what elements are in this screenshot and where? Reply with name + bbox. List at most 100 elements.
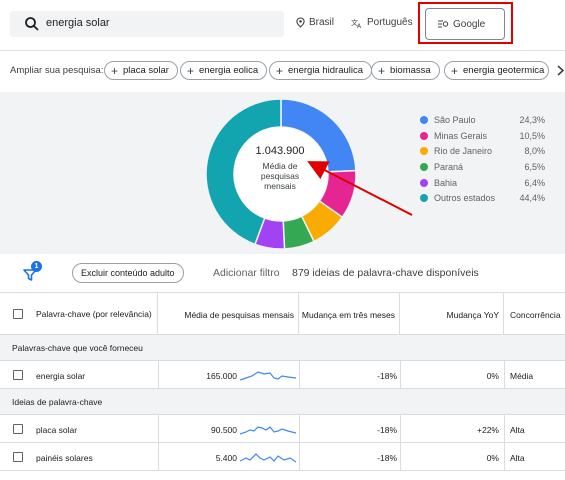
col-keyword[interactable]: Palavra-chave (por relevância) <box>0 293 158 336</box>
row-checkbox[interactable] <box>13 452 23 462</box>
search-icon <box>25 17 39 31</box>
three-month-cell: -18% <box>377 425 397 435</box>
col-yoy-change[interactable]: Mudança YoY <box>400 293 504 336</box>
legend-swatch <box>420 147 428 156</box>
yoy-cell: +22% <box>477 425 499 435</box>
location-selector[interactable]: Brasil <box>296 17 334 28</box>
legend-item: Paraná 6,5% <box>420 161 565 177</box>
plus-icon: + <box>378 63 386 78</box>
divider <box>0 50 565 51</box>
legend-item: São Paulo 24,3% <box>420 114 565 130</box>
header-label: Mudança YoY <box>446 309 499 320</box>
legend-swatch <box>420 194 428 203</box>
col-avg-searches[interactable]: Média de pesquisas mensais <box>158 293 299 336</box>
three-month-cell: -18% <box>377 371 397 381</box>
trend-sparkline <box>240 371 296 381</box>
competition-cell: Média <box>510 371 534 381</box>
chip-label: energia geotermica <box>463 65 545 76</box>
language-selector[interactable]: 文 A Português <box>351 17 413 28</box>
broaden-chip[interactable]: + energia geotermica <box>444 61 550 80</box>
trend-sparkline <box>240 453 296 463</box>
legend-value: 44,4% <box>519 193 545 204</box>
yoy-cell: 0% <box>486 453 499 463</box>
broaden-chip[interactable]: + energia eolica <box>180 61 268 80</box>
chevron-right-icon[interactable] <box>557 65 564 76</box>
legend-item: Bahia 6,4% <box>420 177 565 193</box>
network-label: Google <box>453 18 486 30</box>
table-row[interactable]: energia solar 165.000 -18% 0% Média <box>0 361 565 389</box>
location-label: Brasil <box>309 17 335 28</box>
legend-label: Rio de Janeiro <box>434 146 493 157</box>
section-label: Ideias de palavra-chave <box>12 397 103 407</box>
network-selector[interactable]: Google <box>425 8 505 40</box>
legend-value: 10,5% <box>519 130 545 141</box>
plus-icon: + <box>276 63 284 78</box>
keyword-cell: placa solar <box>36 425 78 435</box>
search-network-icon <box>438 20 449 28</box>
chart-legend: São Paulo 24,3% Minas Gerais 10,5% Rio d… <box>420 114 565 208</box>
chip-label: Excluir conteúdo adulto <box>81 268 175 278</box>
add-filter-button[interactable]: Adicionar filtro <box>213 267 280 279</box>
svg-text:文: 文 <box>351 18 358 27</box>
row-checkbox[interactable] <box>13 370 23 380</box>
table-row[interactable]: placa solar 90.500 -18% +22% Alta <box>0 415 565 443</box>
broaden-chip[interactable]: + biomassa <box>371 61 440 80</box>
language-label: Português <box>367 17 413 28</box>
section-label: Palavras-chave que você forneceu <box>12 343 143 353</box>
header-label: Média de pesquisas mensais <box>184 309 294 320</box>
section-provided: Palavras-chave que você forneceu <box>0 335 565 361</box>
translate-icon: 文 A <box>351 18 362 28</box>
row-checkbox[interactable] <box>13 424 23 434</box>
col-three-month-change[interactable]: Mudança em três meses <box>299 293 400 336</box>
svg-text:A: A <box>357 23 362 28</box>
header-label: Concorrência <box>510 309 561 320</box>
legend-value: 6,4% <box>524 177 545 188</box>
plus-icon: + <box>451 63 459 78</box>
legend-value: 24,3% <box>519 115 545 125</box>
exclude-adult-filter-chip[interactable]: Excluir conteúdo adulto <box>72 263 184 283</box>
competition-cell: Alta <box>510 425 525 435</box>
header-label: Mudança em três meses <box>301 309 395 320</box>
legend-value: 8,0% <box>524 146 545 157</box>
avg-cell: 165.000 <box>206 371 237 381</box>
search-input[interactable]: energia solar <box>10 11 284 37</box>
legend-label: Minas Gerais <box>434 130 488 141</box>
avg-cell: 90.500 <box>211 425 237 435</box>
legend-label: Paraná <box>434 162 464 173</box>
plus-icon: + <box>187 63 195 78</box>
top-bar: energia solar Brasil 文 A Português Googl… <box>0 0 565 50</box>
ideas-count: 879 ideias de palavra-chave disponíveis <box>292 267 479 279</box>
legend-item: Outros estados 44,4% <box>420 192 565 208</box>
keyword-table: Palavra-chave (por relevância) Média de … <box>0 292 565 471</box>
search-value: energia solar <box>46 17 110 29</box>
avg-cell: 5.400 <box>215 453 237 463</box>
filter-count-badge: 1 <box>31 261 42 272</box>
section-ideas: Ideias de palavra-chave <box>0 389 565 415</box>
legend-item: Minas Gerais 10,5% <box>420 130 565 146</box>
legend-item: Rio de Janeiro 8,0% <box>420 145 565 161</box>
legend-value: 6,5% <box>524 162 545 173</box>
chip-label: biomassa <box>390 65 431 76</box>
table-row[interactable]: painéis solares 5.400 -18% 0% Alta <box>0 443 565 471</box>
header-label: Palavra-chave (por relevância) <box>36 309 152 319</box>
broaden-search-bar: Ampliar sua pesquisa: + placa solar + en… <box>0 51 565 91</box>
table-header: Palavra-chave (por relevância) Média de … <box>0 292 565 336</box>
filter-bar: 1 Excluir conteúdo adulto Adicionar filt… <box>0 254 565 292</box>
legend-label: Outros estados <box>434 193 496 204</box>
legend-swatch <box>420 178 428 187</box>
keyword-cell: painéis solares <box>36 453 93 463</box>
broaden-chip[interactable]: + energia hidraulica <box>269 61 373 80</box>
legend-label: São Paulo <box>434 115 476 125</box>
chip-label: energia hidraulica <box>288 65 364 76</box>
trend-sparkline <box>240 426 296 435</box>
select-all-checkbox[interactable] <box>13 309 23 319</box>
competition-cell: Alta <box>510 453 525 463</box>
col-competition[interactable]: Concorrência <box>504 293 565 336</box>
three-month-cell: -18% <box>377 453 397 463</box>
yoy-cell: 0% <box>486 371 499 381</box>
chip-label: energia eolica <box>199 65 259 76</box>
broaden-label: Ampliar sua pesquisa: <box>10 65 104 76</box>
broaden-chip[interactable]: + placa solar <box>104 61 178 80</box>
highlight-box <box>418 2 513 44</box>
legend-label: Bahia <box>434 177 458 188</box>
